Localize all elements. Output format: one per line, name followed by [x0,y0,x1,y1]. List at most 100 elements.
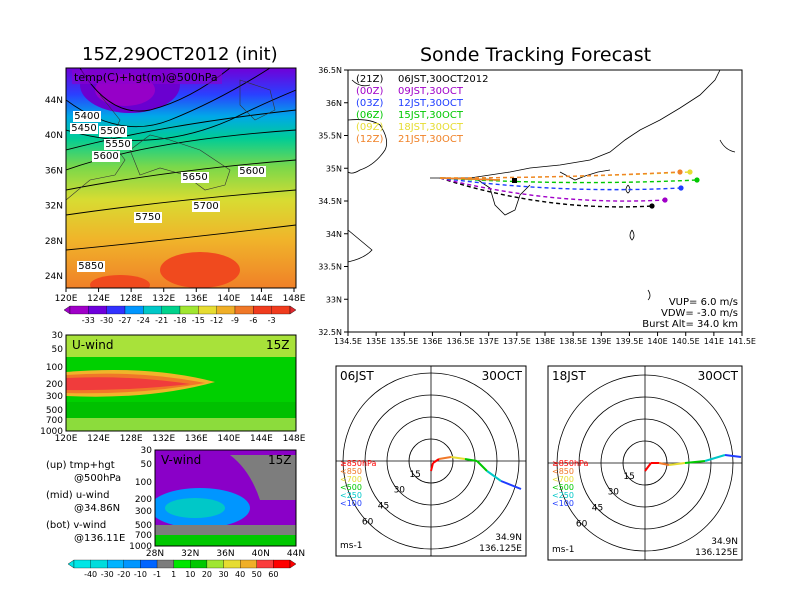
hodo-trace [658,462,670,466]
contour-label: 5650 [182,172,207,183]
note-sub: @500hPa [74,473,121,484]
cbar-label: 40 [235,570,245,579]
lon-tick-label: 140E [217,294,240,304]
p-tick-label: 100 [46,363,63,373]
lon-tick-label: 139E [591,337,611,346]
lat-tick-label: 24N [45,272,63,282]
lon-tick-label: 124E [87,294,110,304]
contour-label-bg [192,201,220,212]
ring-label: 45 [378,502,389,512]
cbar-label: -1 [153,570,161,579]
param-line: Burst Alt= 34.0 km [642,319,738,330]
cbar-cell [156,559,174,569]
legend-code: (09Z) [356,122,383,133]
landing-point [678,185,684,191]
lat-tick-label: 33N [326,295,342,304]
level-key: <100 [340,499,362,508]
cbar-label: -30 [100,316,113,325]
lon-tick-label: 139.5E [615,337,643,346]
lon-tick-label: 148E [283,294,306,304]
lon-tick-label: 138.5E [559,337,587,346]
hodo-time: 18JST [552,369,586,383]
cbar-label: -6 [249,316,257,325]
p-tick-label: 200 [135,495,152,505]
cbar-cell [223,559,241,569]
p-tick-label: 300 [135,507,152,517]
cbar-label: 1 [171,570,176,579]
trajectory-06z [439,177,698,184]
lat-tick-label: 28N [146,549,164,559]
level-key: <100 [552,499,574,508]
hodo-date: 30OCT [482,369,523,383]
legend-code: (03Z) [356,98,383,109]
lon-tick-label: 148E [283,434,306,444]
lat-tick-label: 28N [45,237,63,247]
level-key: <500 [340,483,362,492]
hodo-unit: ms-1 [340,541,362,551]
ring-label: 60 [362,517,374,527]
level-key: <700 [340,475,362,484]
cbar-cell [271,305,291,315]
lon-tick-label: 124E [87,434,110,444]
cbar-label: 10 [185,570,195,579]
hodo-lon: 136.125E [695,548,738,558]
contour-label-bg [181,172,209,183]
landing-point [687,169,693,175]
hodo-trace [438,456,452,460]
lon-tick-label: 137.5E [503,337,531,346]
level-key: <850 [340,467,362,476]
contour-label: 5750 [135,212,160,223]
landing-point [694,177,700,183]
lon-tick-label: 132E [152,434,175,444]
lon-tick-label: 128E [120,434,143,444]
lon-tick-label: 140E [647,337,667,346]
lat-tick-label: 33.5N [318,263,342,272]
hodo-time: 06JST [340,369,374,383]
lat-tick-label: 32N [45,202,63,212]
hodo-lat: 34.9N [711,537,738,547]
cbar-cell [69,305,89,315]
hodo-trace [464,458,478,462]
trajectory-12z [439,171,681,179]
contour-label-bg [73,111,101,122]
p-tick-label: 1000 [129,542,152,552]
hodo-trace [668,462,686,466]
cbar-cell [124,305,144,315]
lat-tick-label: 36N [216,549,234,559]
p-tick-label: 50 [141,460,153,470]
lon-tick-label: 137E [479,337,499,346]
lat-tick-label: 40N [252,549,270,559]
legend-code: (00Z) [356,86,383,97]
lon-tick-label: 136.5E [447,337,475,346]
note-sub: @34.86N [74,503,120,514]
hodo-lon: 136.125E [479,544,522,554]
wind-colorbar: -40 -30 -20 -10 -1 1 10 20 30 40 50 60 [67,559,297,579]
lat-tick-label: 35N [326,164,342,173]
hodo-trace [724,454,742,458]
uwind-label: U-wind [72,338,113,352]
p-tick-label: 700 [135,531,152,541]
uwind-time: 15Z [266,338,290,352]
legend-text: 15JST,30OCT [398,110,464,121]
lon-tick-label: 144E [250,434,273,444]
ring-label: 60 [576,519,588,529]
lat-tick-label: 34.5N [318,197,342,206]
hodo-trace [432,458,440,464]
legend-code: (06Z) [356,110,383,121]
lat-tick-label: 36.5N [318,66,342,75]
param-line: VDW= -3.0 m/s [661,308,738,319]
legend-code: (12Z) [356,134,383,145]
contour-label: 5700 [193,201,218,212]
note-line: (bot) v-wind [46,520,106,531]
field-notes: (up) tmp+hgt @500hPa (mid) u-wind @34.86N (b… [46,460,125,544]
cbar-cell [234,305,254,315]
cbar-label: -21 [155,316,168,325]
contour-label: 5850 [78,261,103,272]
hodo-trace [430,462,434,472]
cbar-arrow [67,559,75,569]
cbar-cell [190,559,208,569]
cbar-label: -10 [134,570,147,579]
